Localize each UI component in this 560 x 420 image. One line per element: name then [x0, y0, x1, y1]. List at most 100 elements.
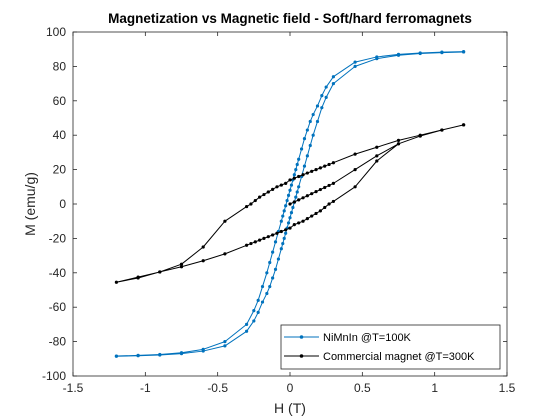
y-tick-label: 80 [53, 59, 67, 73]
data-point [223, 340, 227, 344]
data-point [327, 183, 331, 188]
data-point [271, 233, 275, 237]
data-point [323, 164, 327, 168]
data-point [265, 271, 269, 275]
data-point [320, 94, 324, 98]
data-point [331, 82, 335, 86]
data-point [114, 280, 118, 284]
data-point [245, 329, 249, 333]
data-point [396, 52, 401, 56]
data-point [252, 309, 256, 313]
data-point [331, 161, 335, 165]
y-tick-label: 100 [46, 25, 66, 39]
data-point [262, 236, 266, 240]
legend: NiMnIn @T=100K Commercial magnet @T=300K [280, 324, 501, 370]
data-point [305, 217, 309, 221]
data-point [314, 211, 318, 216]
axes-box [72, 31, 508, 377]
data-point [301, 173, 305, 177]
data-point [314, 190, 318, 194]
data-point [310, 169, 314, 173]
data-point [253, 198, 257, 203]
data-point [276, 257, 281, 261]
data-point [275, 231, 279, 235]
data-point [305, 154, 309, 158]
legend-marker-commercial [299, 354, 304, 358]
data-point [258, 195, 262, 199]
data-point [289, 211, 294, 215]
data-point [158, 352, 162, 357]
series-layer [114, 50, 466, 358]
data-point [331, 75, 335, 79]
data-point [284, 228, 288, 232]
data-point [324, 95, 328, 99]
data-point [297, 198, 301, 202]
data-point [275, 185, 279, 189]
data-point [288, 226, 292, 230]
data-point [286, 221, 291, 225]
x-tick-label: 1 [431, 381, 438, 395]
data-point [462, 50, 466, 54]
data-point [462, 123, 466, 127]
data-point [311, 133, 315, 137]
legend-box [280, 324, 501, 370]
legend-label-nimnin: NiMnIn @T=100K [323, 332, 412, 344]
data-point [375, 159, 379, 163]
data-point [396, 142, 401, 146]
data-point [201, 259, 205, 263]
data-point [262, 192, 266, 197]
data-point [299, 147, 304, 151]
data-point [353, 60, 357, 64]
data-point [297, 185, 301, 189]
data-point [310, 192, 314, 196]
data-point [279, 183, 283, 187]
data-point [302, 137, 307, 141]
y-tick-label: -40 [49, 266, 67, 280]
data-point [271, 250, 275, 254]
x-axis-label: H (T) [274, 400, 306, 416]
y-tick-label: -60 [49, 300, 67, 314]
legend-label-commercial: Commercial magnet @T=300K [323, 351, 475, 363]
data-point [279, 247, 283, 251]
data-point [308, 143, 312, 148]
data-point [201, 347, 205, 351]
data-point [285, 198, 289, 203]
ticks-layer: -1.5 -1 -0.5 0 0.5 1 1.5 -100 -80 -60 -40 -20 0 20 40 6… [42, 25, 516, 395]
data-point [288, 188, 292, 192]
data-point [136, 275, 140, 279]
data-point [315, 119, 320, 124]
data-point [260, 284, 265, 289]
data-point [249, 202, 253, 206]
data-point [223, 344, 227, 348]
data-point [288, 202, 292, 206]
y-tick-label: 60 [53, 94, 67, 108]
data-point [282, 209, 286, 213]
data-point [258, 238, 262, 242]
data-point [249, 241, 253, 246]
data-point [301, 219, 305, 223]
data-point [292, 173, 296, 177]
data-point [327, 162, 331, 167]
data-point [265, 291, 269, 296]
data-point [288, 216, 292, 220]
data-point [288, 178, 292, 182]
data-point [353, 185, 357, 189]
data-point [279, 229, 283, 234]
y-tick-label: 40 [53, 128, 67, 142]
data-point [114, 354, 118, 358]
data-point [179, 265, 184, 269]
data-point [291, 205, 295, 210]
data-point [315, 104, 320, 108]
data-point [318, 166, 322, 170]
y-tick-label: -80 [49, 335, 67, 349]
data-point [292, 223, 296, 227]
data-point [311, 112, 315, 117]
data-point [158, 270, 162, 274]
data-point [266, 190, 270, 194]
data-point [245, 243, 249, 247]
x-tick-label: 0.5 [354, 381, 371, 395]
data-point [297, 221, 301, 225]
data-point [440, 50, 444, 54]
data-point [256, 298, 260, 302]
